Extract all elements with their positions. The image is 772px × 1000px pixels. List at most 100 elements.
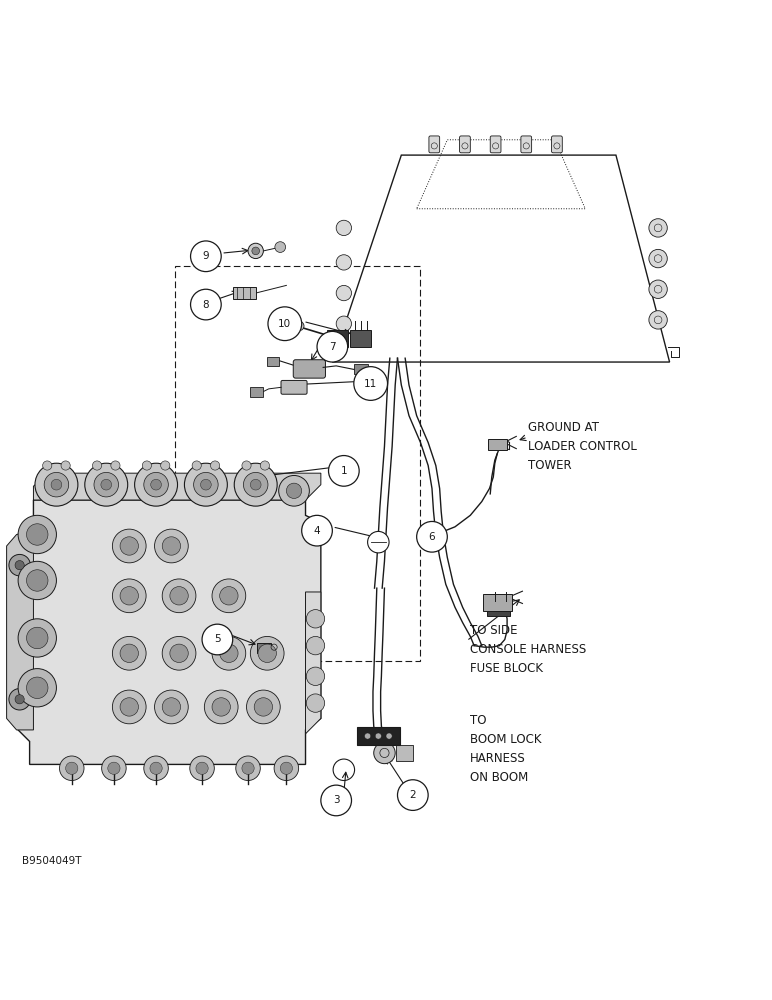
Circle shape xyxy=(252,247,259,255)
Text: 4: 4 xyxy=(313,526,320,536)
FancyBboxPatch shape xyxy=(232,287,256,299)
Circle shape xyxy=(93,461,102,470)
Circle shape xyxy=(26,677,48,699)
Circle shape xyxy=(649,311,667,329)
Circle shape xyxy=(26,627,48,649)
Circle shape xyxy=(258,644,276,662)
Circle shape xyxy=(18,561,56,600)
Circle shape xyxy=(59,756,84,781)
Circle shape xyxy=(44,472,69,497)
Circle shape xyxy=(649,280,667,298)
Circle shape xyxy=(336,220,351,236)
Circle shape xyxy=(9,689,30,710)
Circle shape xyxy=(108,762,120,774)
Circle shape xyxy=(248,243,263,259)
Circle shape xyxy=(243,472,268,497)
Circle shape xyxy=(212,579,245,613)
Circle shape xyxy=(101,479,112,490)
Circle shape xyxy=(61,461,70,470)
Circle shape xyxy=(425,526,446,548)
Circle shape xyxy=(306,636,325,655)
Circle shape xyxy=(15,695,24,704)
Circle shape xyxy=(306,667,325,685)
Circle shape xyxy=(120,644,138,662)
Circle shape xyxy=(374,742,395,764)
Circle shape xyxy=(202,624,232,655)
Circle shape xyxy=(191,289,222,320)
FancyBboxPatch shape xyxy=(267,357,279,366)
Circle shape xyxy=(144,472,168,497)
FancyBboxPatch shape xyxy=(429,136,439,153)
Circle shape xyxy=(242,762,254,774)
Circle shape xyxy=(295,321,304,331)
Text: 1: 1 xyxy=(340,466,347,476)
Circle shape xyxy=(196,762,208,774)
Circle shape xyxy=(367,531,389,553)
Circle shape xyxy=(242,461,251,470)
Circle shape xyxy=(649,219,667,237)
Text: TO
BOOM LOCK
HARNESS
ON BOOM: TO BOOM LOCK HARNESS ON BOOM xyxy=(470,714,542,784)
Polygon shape xyxy=(18,500,321,764)
Text: GROUND AT
LOADER CONTROL
TOWER: GROUND AT LOADER CONTROL TOWER xyxy=(528,421,637,472)
Circle shape xyxy=(18,669,56,707)
Circle shape xyxy=(191,241,222,272)
Text: 3: 3 xyxy=(333,795,340,805)
Circle shape xyxy=(274,756,299,781)
Circle shape xyxy=(150,762,162,774)
Circle shape xyxy=(9,554,30,576)
Circle shape xyxy=(170,644,188,662)
Circle shape xyxy=(329,456,359,486)
Text: 10: 10 xyxy=(278,319,291,329)
Text: 8: 8 xyxy=(202,300,209,310)
Circle shape xyxy=(354,367,388,400)
Circle shape xyxy=(113,636,146,670)
Circle shape xyxy=(194,472,218,497)
Text: 7: 7 xyxy=(329,342,336,352)
Circle shape xyxy=(113,529,146,563)
Circle shape xyxy=(649,249,667,268)
Circle shape xyxy=(317,331,347,362)
Circle shape xyxy=(151,479,161,490)
Circle shape xyxy=(234,463,277,506)
Circle shape xyxy=(375,733,381,739)
Circle shape xyxy=(42,461,52,470)
Circle shape xyxy=(190,756,215,781)
Circle shape xyxy=(154,690,188,724)
Circle shape xyxy=(120,537,138,555)
Circle shape xyxy=(417,521,447,552)
Circle shape xyxy=(306,694,325,712)
FancyBboxPatch shape xyxy=(327,330,348,347)
Circle shape xyxy=(260,461,269,470)
Circle shape xyxy=(279,475,310,506)
Circle shape xyxy=(120,698,138,716)
FancyBboxPatch shape xyxy=(350,330,371,347)
Circle shape xyxy=(154,529,188,563)
FancyBboxPatch shape xyxy=(459,136,470,153)
Circle shape xyxy=(220,587,238,605)
Circle shape xyxy=(220,644,238,662)
Circle shape xyxy=(134,463,178,506)
FancyBboxPatch shape xyxy=(250,387,262,397)
Circle shape xyxy=(398,780,428,810)
FancyBboxPatch shape xyxy=(488,439,507,450)
Circle shape xyxy=(111,461,120,470)
FancyBboxPatch shape xyxy=(357,727,400,745)
FancyBboxPatch shape xyxy=(487,601,510,616)
Circle shape xyxy=(185,463,227,506)
Circle shape xyxy=(235,756,260,781)
Circle shape xyxy=(286,483,302,498)
Circle shape xyxy=(250,636,284,670)
Circle shape xyxy=(85,463,127,506)
Circle shape xyxy=(336,316,351,331)
Text: B9504049T: B9504049T xyxy=(22,856,81,866)
Circle shape xyxy=(275,242,286,252)
Circle shape xyxy=(120,587,138,605)
Circle shape xyxy=(192,461,201,470)
Circle shape xyxy=(18,515,56,554)
Circle shape xyxy=(18,619,56,657)
Circle shape xyxy=(306,610,325,628)
FancyBboxPatch shape xyxy=(490,136,501,153)
Circle shape xyxy=(211,461,220,470)
Circle shape xyxy=(268,307,302,341)
Circle shape xyxy=(162,636,196,670)
